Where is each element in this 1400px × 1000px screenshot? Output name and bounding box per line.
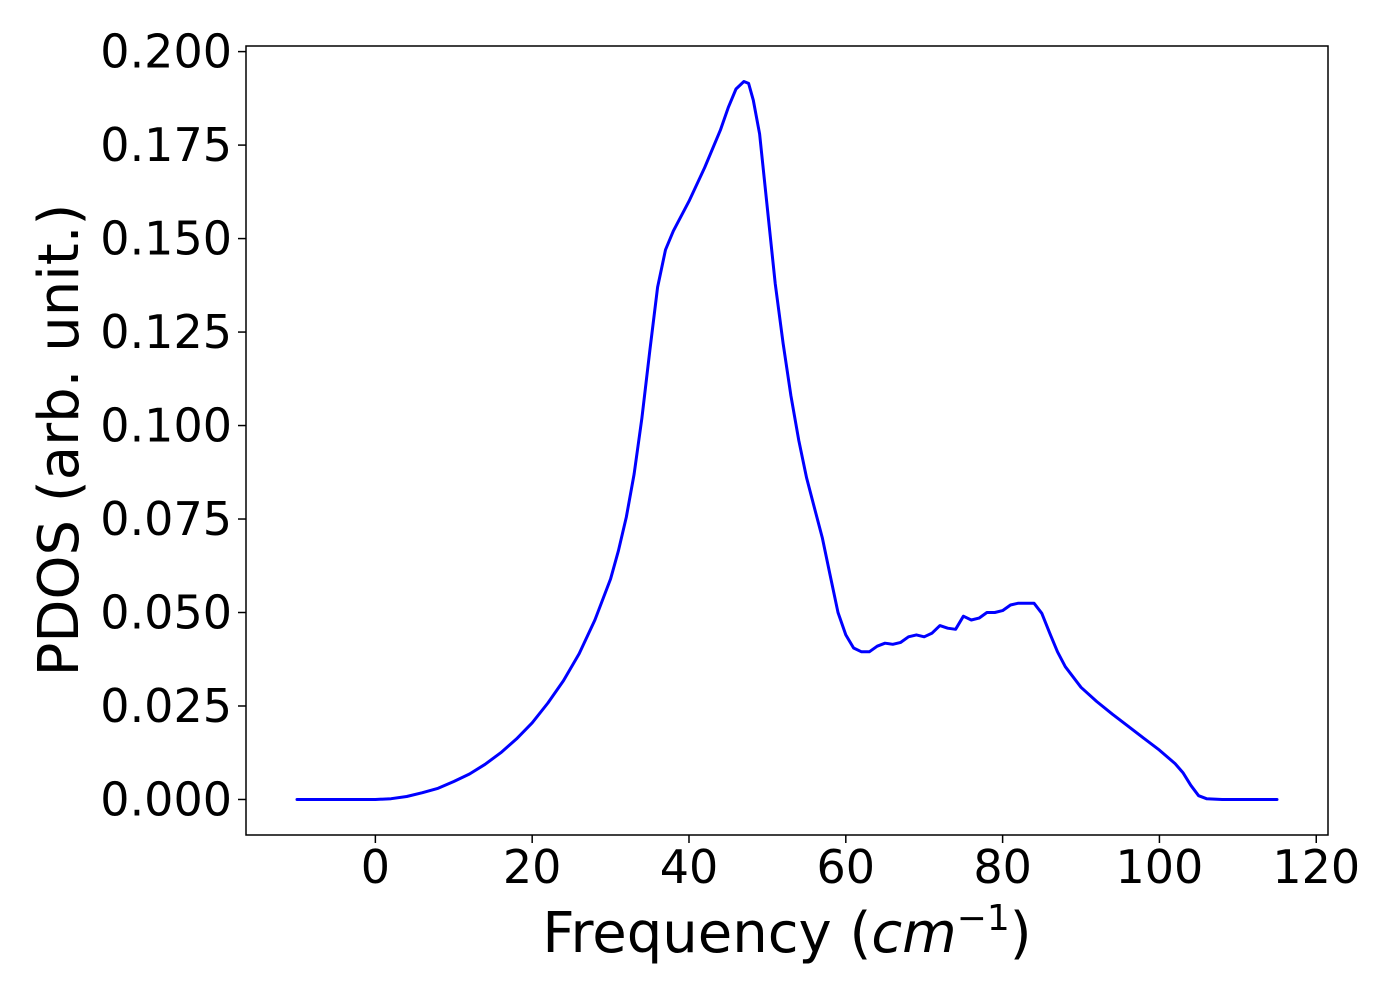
y-tick-label: 0.075 [100,492,232,546]
y-tick-label: 0.050 [100,586,232,640]
x-tick-label: 0 [361,840,390,894]
pdos-series-line [295,80,1279,801]
x-tick-label: 100 [1116,840,1204,894]
y-tick-label: 0.175 [100,118,232,172]
x-tick-label: 120 [1272,840,1360,894]
y-axis-label: PDOS (arb. unit.) [27,204,92,677]
x-axis-ticks: 0 20 40 60 80 100 120 [361,835,1360,894]
y-tick-label: 0.200 [100,25,232,79]
x-tick-label: 60 [817,840,876,894]
x-axis-label-exponent: −1 [957,898,1010,939]
y-tick-label: 0.100 [100,399,232,453]
x-axis-label-prefix: Frequency ( [542,901,871,966]
y-tick-label: 0.025 [100,679,232,733]
y-axis-ticks: 0.000 0.025 0.050 0.075 0.100 0.125 0.150 0.175… [100,25,246,826]
x-axis-label-suffix: ) [1010,901,1032,966]
y-tick-label: 0.150 [100,212,232,266]
x-tick-label: 80 [973,840,1032,894]
x-axis-label: Frequency (cm−1) [542,898,1031,966]
plot-frame [245,45,1329,836]
y-tick-label: 0.125 [100,305,232,359]
plot-background [246,46,1328,835]
x-tick-label: 20 [503,840,562,894]
y-tick-label: 0.000 [100,772,232,826]
x-tick-label: 40 [660,840,719,894]
x-axis-label-unit: cm [871,901,956,966]
